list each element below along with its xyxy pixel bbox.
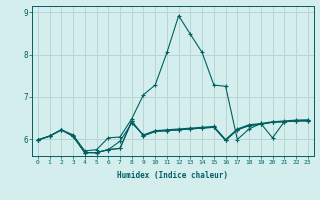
X-axis label: Humidex (Indice chaleur): Humidex (Indice chaleur) (117, 171, 228, 180)
